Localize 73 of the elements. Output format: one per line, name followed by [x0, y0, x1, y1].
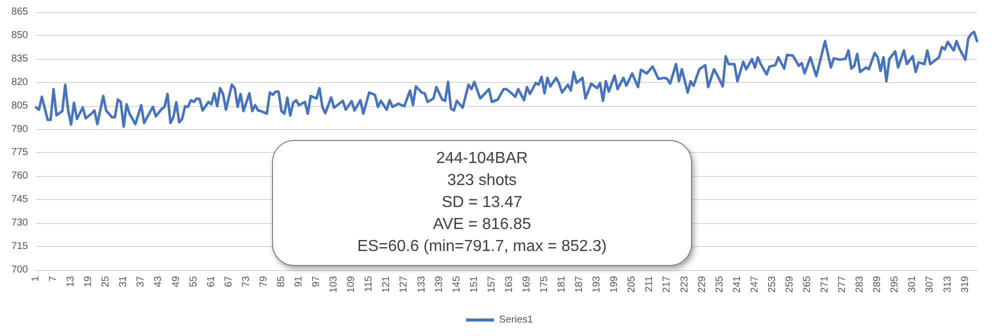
x-tick-label: 7	[48, 276, 60, 282]
y-tick-label: 790	[11, 124, 28, 135]
x-tick-label: 73	[240, 276, 252, 288]
x-tick-label: 247	[749, 276, 760, 293]
x-tick-label: 1	[30, 276, 42, 282]
x-tick-label: 295	[890, 276, 901, 293]
y-tick-label: 700	[11, 264, 28, 276]
x-tick-label: 241	[732, 276, 743, 293]
x-tick-label: 307	[924, 276, 936, 293]
x-tick-label: 151	[468, 276, 480, 293]
x-tick-label: 19	[83, 276, 94, 288]
y-tick-label: 775	[11, 147, 28, 158]
y-tick-label: 805	[11, 100, 28, 112]
y-tick-label: 835	[11, 53, 28, 64]
x-tick-label: 217	[662, 276, 673, 293]
x-tick-label: 223	[679, 276, 690, 293]
x-tick-label: 121	[381, 276, 392, 293]
x-tick-label: 229	[696, 276, 708, 293]
annotation: 323 shots	[447, 171, 517, 191]
x-tick-label: 49	[170, 276, 182, 288]
x-tick-label: 253	[766, 276, 778, 293]
x-tick-label: 37	[136, 276, 147, 288]
x-tick-label: 55	[188, 276, 200, 288]
y-tick-label: 865	[11, 6, 28, 18]
x-tick-label: 175	[538, 276, 550, 293]
x-tick-label: 139	[434, 276, 445, 293]
x-tick-label: 43	[153, 276, 164, 288]
legend-label: Series1	[499, 314, 534, 326]
line-series	[34, 30, 978, 128]
x-tick-label: 157	[486, 276, 498, 293]
annotation: AVE = 816.85	[433, 215, 531, 235]
x-tick-label: 277	[837, 276, 848, 293]
x-tick-label: 31	[118, 276, 130, 288]
x-tick-label: 115	[364, 276, 375, 292]
x-tick-label: 133	[416, 276, 428, 293]
x-tick-label: 235	[714, 276, 726, 293]
y-tick-label: 715	[11, 241, 28, 252]
annotation: 244-104BAR	[436, 149, 528, 169]
x-tick-label: 259	[784, 276, 796, 293]
x-tick-label: 145	[451, 276, 462, 293]
x-tick-label: 301	[907, 276, 918, 293]
x-tick-label: 85	[276, 276, 287, 288]
x-tick-label: 61	[206, 276, 217, 288]
x-tick-label: 205	[626, 276, 638, 293]
x-tick-label: 127	[398, 276, 410, 293]
x-tick-label: 265	[802, 276, 814, 293]
x-tick-label: 211	[644, 276, 656, 292]
x-tick-label: 271	[820, 276, 831, 293]
x-tick-label: 103	[328, 276, 340, 293]
x-tick-label: 283	[854, 276, 866, 293]
x-tick-label: 163	[504, 276, 515, 293]
y-tick-label: 820	[11, 76, 28, 88]
x-tick-label: 97	[311, 276, 322, 288]
x-tick-label: 109	[346, 276, 358, 293]
y-tick-label: 730	[11, 218, 28, 229]
x-tick-label: 289	[872, 276, 884, 293]
x-tick-label: 67	[223, 276, 234, 288]
x-tick-label: 13	[66, 276, 77, 288]
annotation: ES=60.6 (min=791.7, max = 852.3)	[357, 237, 607, 257]
x-tick-label: 313	[942, 276, 954, 293]
x-tick-label: 79	[258, 276, 270, 288]
x-tick-label: 319	[960, 276, 971, 293]
x-tick-label: 25	[100, 276, 112, 288]
annotation: SD = 13.47	[442, 193, 522, 213]
y-tick-label: 760	[11, 170, 28, 182]
y-tick-label: 850	[11, 30, 28, 41]
x-tick-label: 193	[592, 276, 603, 293]
x-tick-label: 169	[521, 276, 532, 293]
x-tick-label: 181	[556, 276, 568, 293]
x-tick-label: 187	[574, 276, 586, 293]
x-tick-label: 199	[609, 276, 620, 293]
y-tick-label: 745	[11, 194, 28, 206]
x-tick-label: 91	[294, 276, 305, 288]
